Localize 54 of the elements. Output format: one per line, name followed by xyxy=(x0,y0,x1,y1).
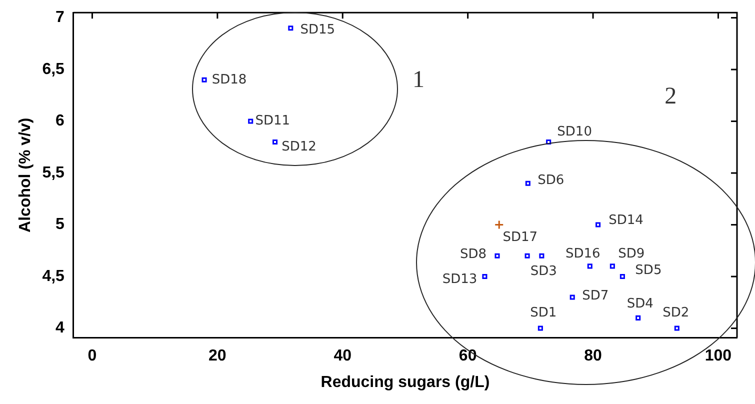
point xyxy=(570,294,575,300)
annotation: 1 xyxy=(412,67,424,94)
point xyxy=(288,26,294,31)
x-axis-title: Reducing sugars (g/L) xyxy=(320,374,490,391)
annotation: SD13 xyxy=(442,272,478,287)
annotation: SD8 xyxy=(460,247,487,262)
annotation: SD3 xyxy=(530,264,557,280)
y-tick-label: 4 xyxy=(56,320,65,337)
annotation: SD7 xyxy=(582,288,609,304)
x-tick-label: 40 xyxy=(334,348,352,365)
annotation: 2 xyxy=(664,83,677,110)
y-axis-title: Alcohol (% v/v) xyxy=(17,118,34,232)
point xyxy=(482,274,488,280)
y-tick-label: 6,5 xyxy=(42,60,65,78)
point xyxy=(494,220,504,230)
point xyxy=(596,222,601,228)
annotation: SD5 xyxy=(635,262,662,278)
point xyxy=(546,139,552,144)
annotation: SD2 xyxy=(662,306,690,321)
annotation: SD4 xyxy=(626,296,654,312)
point xyxy=(610,264,615,269)
annotation: SD1 xyxy=(530,306,557,321)
y-tick-label: 5 xyxy=(56,216,65,234)
y-tick-label: 4,5 xyxy=(42,268,65,285)
point xyxy=(494,253,500,258)
annotation: SD14 xyxy=(608,213,644,228)
annotation: SD12 xyxy=(282,139,316,154)
annotation: SD17 xyxy=(502,230,538,246)
x-tick-label: 60 xyxy=(458,348,477,365)
point xyxy=(674,326,680,331)
point xyxy=(202,77,207,82)
point xyxy=(539,253,544,258)
annotation: SD16 xyxy=(565,246,600,262)
x-tick-label: 80 xyxy=(584,348,602,365)
point xyxy=(525,180,530,186)
x-tick-label: 0 xyxy=(88,348,97,365)
point xyxy=(587,264,592,269)
point xyxy=(636,315,641,320)
point xyxy=(272,139,278,144)
annotation: SD15 xyxy=(300,22,336,38)
annotation: SD6 xyxy=(538,172,564,188)
annotation: SD18 xyxy=(212,72,247,88)
point xyxy=(524,253,530,258)
point xyxy=(620,274,625,280)
x-tick-label: 20 xyxy=(208,348,226,365)
y-tick-label: 7 xyxy=(56,9,65,26)
x-tick-label: 100 xyxy=(704,348,732,365)
annotation: SD10 xyxy=(557,124,592,140)
point xyxy=(248,118,254,124)
y-tick-label: 5,5 xyxy=(42,164,65,182)
annotation: SD11 xyxy=(255,114,290,129)
point xyxy=(538,326,543,331)
y-tick-label: 6 xyxy=(56,112,65,130)
annotation: SD9 xyxy=(618,246,645,262)
